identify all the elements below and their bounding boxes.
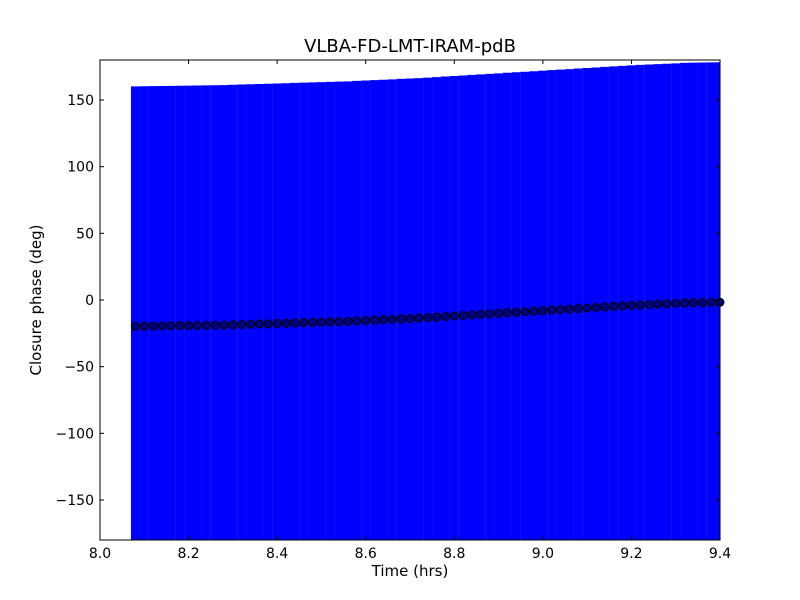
- data-point: [361, 316, 371, 326]
- data-point: [494, 308, 504, 318]
- data-point: [219, 320, 229, 330]
- data-point: [529, 306, 539, 316]
- data-point: [511, 307, 521, 317]
- x-tick-label: 9.0: [532, 546, 554, 562]
- data-point: [184, 321, 194, 331]
- data-point: [343, 316, 353, 326]
- data-point: [476, 309, 486, 319]
- data-point: [600, 302, 610, 312]
- x-tick-label: 9.2: [620, 546, 642, 562]
- data-point: [352, 316, 362, 326]
- data-point: [405, 314, 415, 324]
- data-point: [547, 305, 557, 315]
- x-tick-label: 8.0: [89, 546, 111, 562]
- y-axis-label: Closure phase (deg): [27, 225, 45, 376]
- y-tick-label: 100: [67, 160, 94, 176]
- data-point: [246, 319, 256, 329]
- data-point: [564, 304, 574, 314]
- data-point: [449, 311, 459, 321]
- data-point: [272, 318, 282, 328]
- data-point: [458, 310, 468, 320]
- x-tick-label: 8.4: [266, 546, 288, 562]
- data-point: [237, 320, 247, 330]
- data-point: [591, 302, 601, 312]
- data-point: [139, 321, 149, 331]
- x-tick-label: 8.2: [177, 546, 199, 562]
- data-point: [192, 320, 202, 330]
- data-point: [467, 310, 477, 320]
- data-point: [688, 298, 698, 308]
- data-point: [556, 305, 566, 315]
- data-point: [520, 307, 530, 317]
- data-point: [281, 318, 291, 328]
- data-point: [396, 314, 406, 324]
- data-point: [228, 320, 238, 330]
- data-point: [130, 321, 140, 331]
- data-point: [582, 303, 592, 313]
- data-point: [378, 315, 388, 325]
- data-point: [485, 309, 495, 319]
- data-point: [609, 301, 619, 311]
- data-point: [697, 298, 707, 308]
- data-point: [308, 317, 318, 327]
- data-point: [538, 306, 548, 316]
- x-tick-label: 8.6: [355, 546, 377, 562]
- data-point: [166, 321, 176, 331]
- data-point: [662, 299, 672, 309]
- y-tick-label: −100: [56, 426, 94, 442]
- chart-title: VLBA-FD-LMT-IRAM-pdB: [304, 36, 516, 57]
- data-point: [334, 317, 344, 327]
- data-point: [210, 320, 220, 330]
- data-point: [671, 298, 681, 308]
- x-tick-label: 9.4: [709, 546, 731, 562]
- y-tick-label: 50: [76, 226, 94, 242]
- data-point: [370, 315, 380, 325]
- data-point: [573, 304, 583, 314]
- data-point: [157, 321, 167, 331]
- data-point: [148, 321, 158, 331]
- y-tick-label: −50: [64, 360, 94, 376]
- data-point: [432, 312, 442, 322]
- y-tick-label: 0: [85, 293, 94, 309]
- data-point: [644, 300, 654, 310]
- y-axis: −150 −100 −50 0 50 100 150: [56, 93, 720, 509]
- data-point: [618, 301, 628, 311]
- x-tick-label: 8.8: [443, 546, 465, 562]
- data-point: [423, 313, 433, 323]
- data-point: [387, 314, 397, 324]
- data-point: [254, 319, 264, 329]
- y-tick-label: 150: [67, 93, 94, 109]
- data-point: [635, 300, 645, 310]
- data-point: [290, 318, 300, 328]
- data-point: [263, 319, 273, 329]
- data-point: [175, 321, 185, 331]
- data-point: [626, 300, 636, 310]
- x-axis: 8.0 8.2 8.4 8.6 8.8 9.0 9.2 9.4: [89, 60, 731, 562]
- data-point: [201, 320, 211, 330]
- data-point: [706, 297, 716, 307]
- marker-layer: [130, 297, 725, 331]
- x-axis-label: Time (hrs): [371, 562, 449, 580]
- data-point: [502, 308, 512, 318]
- y-tick-label: −150: [56, 493, 94, 509]
- data-point: [653, 299, 663, 309]
- data-point: [680, 298, 690, 308]
- data-point: [316, 317, 326, 327]
- data-point: [325, 317, 335, 327]
- data-point: [440, 312, 450, 322]
- data-point: [299, 318, 309, 328]
- data-point: [414, 313, 424, 323]
